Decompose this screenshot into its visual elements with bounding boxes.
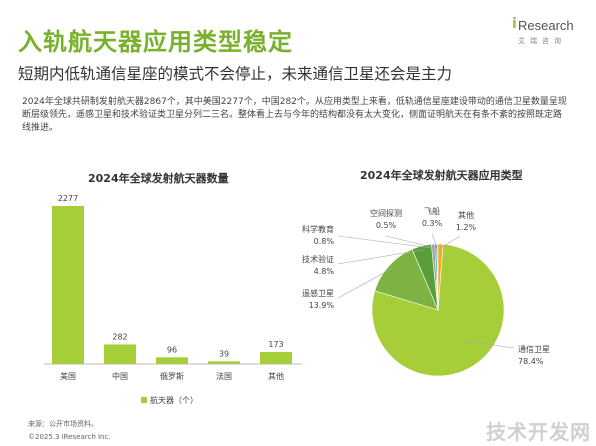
bar-value-label: 282 xyxy=(112,332,127,341)
bar-value-label: 39 xyxy=(219,349,229,358)
logo-mark: i xyxy=(512,16,517,32)
pie-slice-value: 0.8% xyxy=(314,237,335,246)
bar xyxy=(208,361,240,364)
bar-value-label: 2277 xyxy=(58,194,78,203)
pie-slice-label: 科学教育 xyxy=(302,224,334,234)
logo-subtitle: 艾瑞咨询 xyxy=(518,37,566,45)
bar xyxy=(104,344,136,364)
legend-swatch xyxy=(141,397,147,403)
pie-slice-label: 飞船 xyxy=(424,206,440,216)
pie-slice-label: 遥感卫星 xyxy=(302,288,334,298)
bar xyxy=(156,357,188,364)
pie-slice-label: 空间探测 xyxy=(370,208,402,218)
bar-value-label: 96 xyxy=(167,345,177,354)
pie-slice-value: 4.8% xyxy=(314,267,335,276)
bar xyxy=(52,206,84,364)
leader-line xyxy=(385,235,436,249)
leader-line xyxy=(431,233,438,249)
pie-chart-title: 2024年全球发射航天器应用类型 xyxy=(360,169,523,182)
watermark: 技术开发网 xyxy=(486,420,591,444)
pie-slice-value: 0.5% xyxy=(376,221,397,230)
pie-slice xyxy=(437,243,444,311)
leader-line xyxy=(337,235,434,249)
bar-chart-title: 2024年全球发射航天器数量 xyxy=(88,172,229,185)
pie-slice-label: 其他 xyxy=(458,210,474,220)
pie-slice-label: 技术验证 xyxy=(302,254,334,264)
source-note: 来源：公开市场资料。 xyxy=(28,420,98,428)
iresearch-logo: i Research 艾瑞咨询 xyxy=(512,16,592,50)
copyright-note: ©2025.3 iResearch Inc. xyxy=(28,433,111,441)
pie-slice-value: 0.3% xyxy=(422,219,443,228)
leader-line xyxy=(458,339,515,349)
x-tick-label: 中国 xyxy=(112,371,128,381)
pie-slice xyxy=(374,248,439,311)
x-tick-label: 其他 xyxy=(268,371,284,381)
pie-slice-value: 13.9% xyxy=(309,301,335,310)
x-tick-label: 美国 xyxy=(60,371,76,381)
legend-label: 航天器（个） xyxy=(150,395,198,405)
bar-value-label: 173 xyxy=(268,340,283,349)
bar xyxy=(260,351,292,364)
pie-slice-label: 通信卫星 xyxy=(518,344,550,354)
leader-line xyxy=(337,268,392,299)
leader-line xyxy=(440,235,461,249)
x-tick-label: 俄罗斯 xyxy=(160,371,184,381)
page-subtitle: 短期内低轨通信星座的模式不会停止，未来通信卫星还会是主力 xyxy=(18,65,453,83)
leader-line xyxy=(337,249,423,265)
logo-name: Research xyxy=(518,18,574,33)
pie-slice-value: 1.2% xyxy=(456,223,477,232)
page-title: 入轨航天器应用类型稳定 xyxy=(18,28,293,56)
summary-paragraph: 2024年全球共研制发射航天器2867个，其中美国2277个，中国282个。从应… xyxy=(22,97,567,133)
x-tick-label: 法国 xyxy=(216,371,232,381)
pie-slice-value: 78.4% xyxy=(518,357,544,366)
